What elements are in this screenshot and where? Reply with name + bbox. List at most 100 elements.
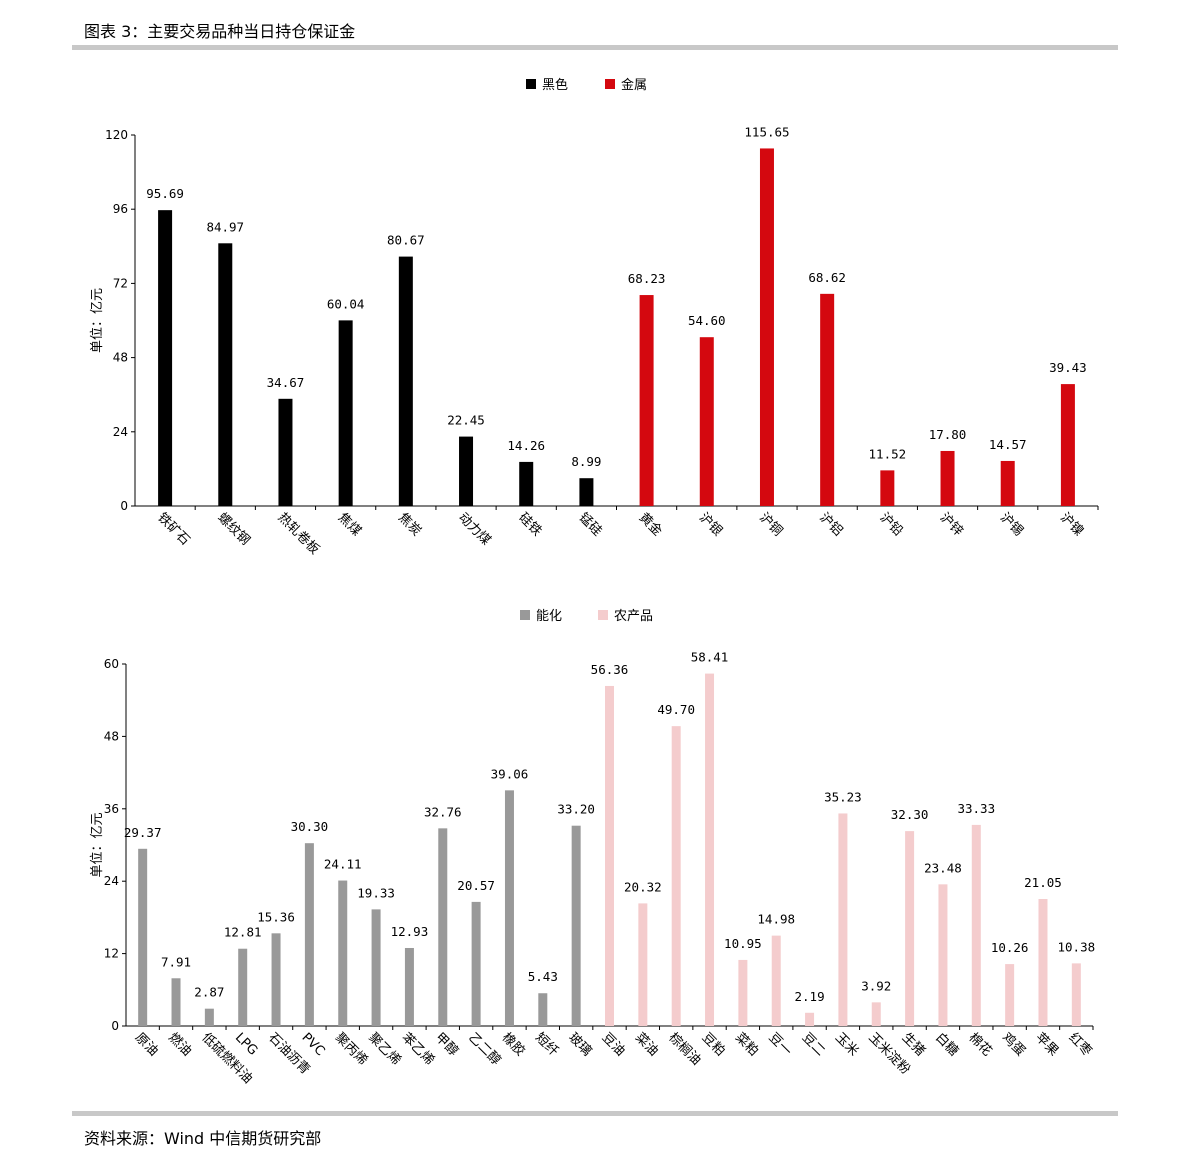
bar-value-label: 30.30 <box>291 819 329 834</box>
y-tick-label: 36 <box>104 802 119 816</box>
bar <box>404 947 414 1026</box>
bar <box>1060 384 1075 506</box>
bar-value-label: 39.06 <box>491 766 529 781</box>
bar-value-label: 68.23 <box>628 271 666 286</box>
category-label: 动力煤 <box>455 510 493 548</box>
bar-value-label: 10.95 <box>724 936 762 951</box>
category-label: 苯乙烯 <box>399 1030 437 1068</box>
bar-value-label: 32.76 <box>424 804 462 819</box>
category-label: LPG <box>232 1030 260 1058</box>
y-tick-label: 0 <box>111 1019 119 1033</box>
category-label: 棉花 <box>965 1030 995 1060</box>
category-label: 豆油 <box>599 1030 628 1059</box>
category-label: 橡胶 <box>499 1030 529 1060</box>
y-tick-label: 24 <box>104 874 119 888</box>
legend-label-2-2: 农产品 <box>614 609 653 624</box>
bar-value-label: 115.65 <box>744 124 789 139</box>
y-tick-label: 48 <box>113 351 128 365</box>
category-label: 聚丙烯 <box>332 1030 370 1068</box>
category-label: 菜粕 <box>732 1030 761 1059</box>
bar-value-label: 80.67 <box>387 233 425 248</box>
category-label: 硅铁 <box>515 510 544 539</box>
bar-value-label: 68.62 <box>808 270 846 285</box>
bar <box>218 243 233 506</box>
y-tick-label: 96 <box>113 202 128 216</box>
bar-value-label: 20.57 <box>457 878 495 893</box>
category-label: 沪铅 <box>877 510 907 540</box>
bar-value-label: 20.32 <box>624 879 662 894</box>
bar <box>158 210 173 506</box>
bar <box>639 295 654 506</box>
category-label: 乙二醇 <box>465 1030 504 1069</box>
bar <box>278 398 293 506</box>
bar <box>138 848 148 1026</box>
bar <box>671 726 681 1026</box>
bar-value-label: 2.87 <box>194 985 224 1000</box>
bar <box>838 813 848 1026</box>
bar-value-label: 24.11 <box>324 857 362 872</box>
y-axis-label-2: 单位：亿元 <box>90 812 105 877</box>
bar-value-label: 19.33 <box>357 885 395 900</box>
bar <box>204 1008 214 1026</box>
bar <box>759 148 774 507</box>
bar-value-label: 15.36 <box>257 909 295 924</box>
bar <box>805 1012 815 1026</box>
bar-value-label: 10.26 <box>991 940 1029 955</box>
bar <box>699 337 714 506</box>
legend-label-1-2: 金属 <box>621 77 647 93</box>
bar-value-label: 34.67 <box>267 375 305 390</box>
bar-value-label: 33.33 <box>957 801 995 816</box>
bar <box>971 824 981 1026</box>
bar-value-label: 32.30 <box>891 807 929 822</box>
category-label: 沪镍 <box>1057 510 1087 540</box>
bar-value-label: 95.69 <box>146 186 184 201</box>
bar-value-label: 58.41 <box>691 650 729 665</box>
bar <box>1005 964 1015 1026</box>
bar <box>471 901 481 1026</box>
category-label: 甲醇 <box>432 1030 462 1060</box>
bar-value-label: 5.43 <box>528 969 558 984</box>
bar <box>571 825 581 1026</box>
bar <box>338 320 353 506</box>
bar-value-label: 56.36 <box>591 662 629 677</box>
category-label: 沪铝 <box>816 510 846 540</box>
bar-value-label: 49.70 <box>657 702 695 717</box>
bar <box>940 450 955 506</box>
bottom-divider <box>72 1111 1118 1116</box>
category-label: 燃油 <box>165 1030 195 1060</box>
bar-value-label: 84.97 <box>206 219 244 234</box>
category-label: 玉米 <box>832 1030 861 1059</box>
bar <box>398 256 413 506</box>
bar-value-label: 21.05 <box>1024 875 1062 890</box>
category-label: 棕榈油 <box>665 1030 703 1068</box>
y-tick-label: 12 <box>104 947 119 961</box>
source-note: 资料来源：Wind 中信期货研究部 <box>84 1129 322 1148</box>
bar <box>538 993 548 1026</box>
y-tick-label: 48 <box>104 729 119 743</box>
bar-value-label: 7.91 <box>161 954 191 969</box>
bar <box>579 478 594 506</box>
y-tick-label: 0 <box>120 499 128 513</box>
bar <box>705 673 715 1026</box>
bar-value-label: 35.23 <box>824 789 862 804</box>
bar-value-label: 54.60 <box>688 313 726 328</box>
bar <box>371 909 381 1026</box>
category-label: 白糖 <box>932 1030 962 1060</box>
bar-value-label: 14.57 <box>989 437 1027 452</box>
bar-value-label: 23.48 <box>924 860 962 875</box>
figure-title: 图表 3：主要交易品种当日持仓保证金 <box>84 22 356 41</box>
category-label: 锰硅 <box>576 510 605 539</box>
category-label: 沪铜 <box>756 510 786 540</box>
legend-swatch-2-1 <box>520 610 530 620</box>
category-label: 玻璃 <box>565 1030 594 1059</box>
legend-label-2-1: 能化 <box>536 609 562 624</box>
bar-value-label: 60.04 <box>327 296 365 311</box>
category-label: 铁矿石 <box>154 510 192 548</box>
category-label: 螺纹钢 <box>214 510 252 548</box>
category-label: 苹果 <box>1032 1030 1061 1059</box>
category-label: 沪银 <box>696 510 726 540</box>
bar-value-label: 17.80 <box>929 427 967 442</box>
category-label: 聚乙烯 <box>365 1030 403 1068</box>
category-label: 黄金 <box>636 510 666 540</box>
bar-value-label: 33.20 <box>557 802 595 817</box>
